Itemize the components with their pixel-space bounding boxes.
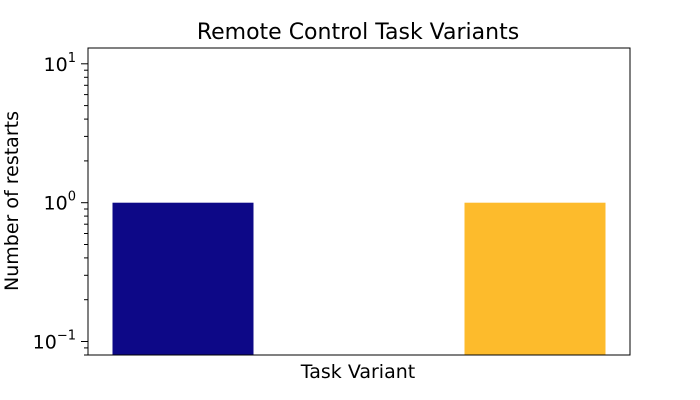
x-axis-label: Task Variant (300, 361, 415, 383)
y-tick-base: 10 (33, 332, 57, 354)
y-tick-exponent: 0 (68, 190, 76, 205)
bar-2 (464, 202, 606, 355)
y-tick-exponent: −1 (57, 329, 76, 344)
y-tick-base: 10 (44, 54, 68, 76)
y-tick-label: 100 (44, 190, 76, 215)
y-tick-base: 10 (44, 193, 68, 215)
y-tick-label: 101 (44, 51, 76, 76)
y-tick-label: 10−1 (33, 329, 76, 354)
y-axis-label: Number of restarts (1, 111, 23, 291)
bar-1 (112, 202, 254, 355)
plot-frame (87, 47, 631, 356)
bars-layer (112, 202, 606, 355)
y-tick-exponent: 1 (68, 51, 76, 66)
chart-title: Remote Control Task Variants (197, 20, 519, 45)
